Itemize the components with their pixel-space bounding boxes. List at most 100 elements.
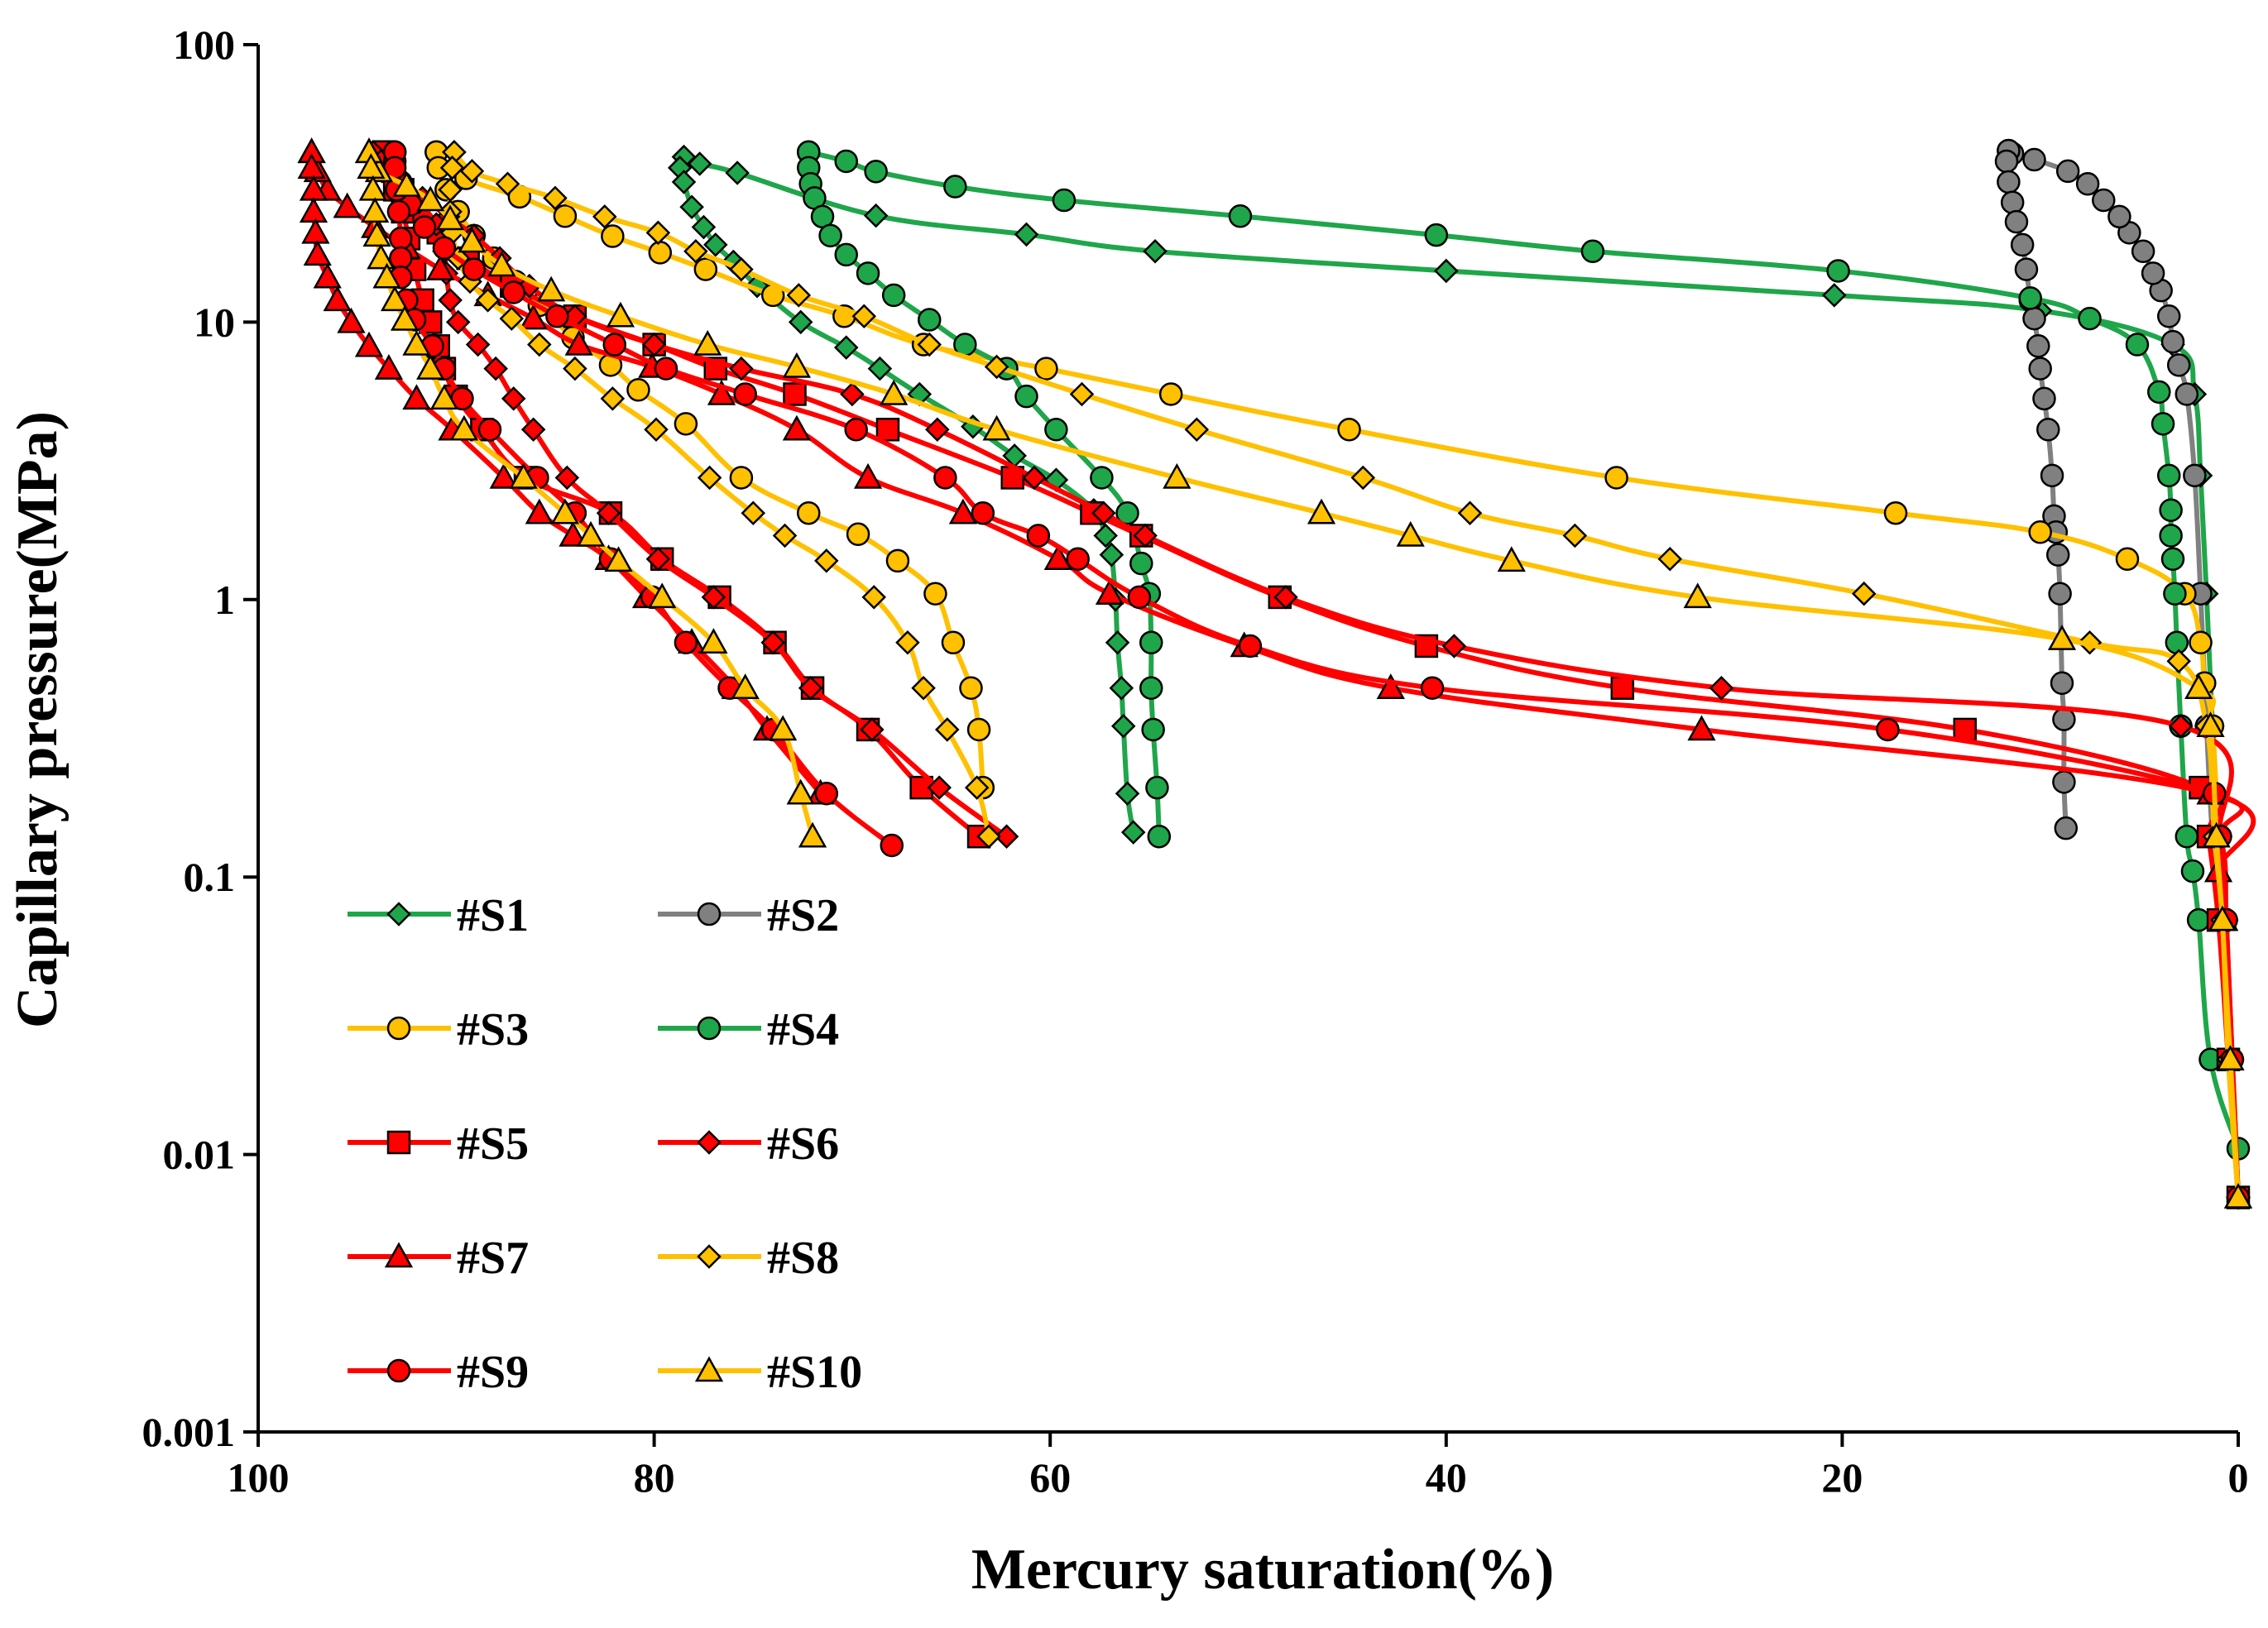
series-s3-point [729,466,754,490]
series-s4-point [917,308,942,332]
series-s4-point [2159,524,2183,548]
series-s4-point [2156,463,2181,488]
series-s3-point [923,582,947,606]
series-layer [297,137,2256,1210]
series-s8-point [1457,500,1483,526]
series-s9-point [1066,547,1090,572]
series-s10-point [429,384,459,410]
series-s2-point [2141,261,2165,285]
series-s7-point [782,414,812,441]
x-tick-label: 60 [1029,1454,1071,1501]
axes: 0.001 0.01 0.1 1 10 100 100 80 60 40 20 0 [142,22,2249,1501]
series-s9-point [545,304,569,328]
series-s9-point [412,215,437,239]
series-s4-point [2018,286,2042,310]
series-s4-point [1145,775,1169,800]
series-s8-point [772,523,798,548]
series-s7-point [525,498,554,524]
series-s4-point [1228,204,1253,228]
series-s2-point [2050,671,2074,696]
series-s8-point [459,159,485,184]
series-s10-point [372,262,401,289]
series-s10-intrusion-line [367,149,2241,1200]
series-s7-point [1095,579,1124,605]
series-s10-point [2047,625,2077,650]
series-s2-point [2036,418,2060,442]
series-s3-point [1337,418,1361,442]
series-s4-point [1044,418,1068,442]
series-s4-point [2165,630,2189,655]
series-s8-point [1562,523,1588,548]
series-s6-point [501,386,526,411]
series-s3-point [1158,382,1183,406]
series-s1-point [1115,781,1140,807]
series-s10-point [390,304,420,331]
series-s4-point [834,149,858,174]
series-s10-point [786,778,815,805]
series-s6-point [520,417,546,443]
series-s6-point [701,585,726,610]
series-s4-point [2151,412,2175,436]
series-s2-point [2048,582,2072,606]
legend-item-s4: #S4 [658,1004,839,1056]
series-s9-point [477,418,502,442]
series-s1-point [867,356,893,381]
series-s2-point [2131,239,2155,264]
legend-item-s1: #S1 [348,890,529,941]
series-s1-point [1093,523,1118,548]
series-s2-point [2004,209,2029,234]
series-s10-point [648,582,677,609]
legend-marker [386,1358,411,1383]
series-s6-point [994,824,1019,849]
series-s10-point [2196,711,2225,737]
series-s2-point [2075,172,2100,196]
series-s7-point [333,192,362,218]
series-s10-point [357,153,386,180]
series-s9-point [1420,676,1445,700]
series-s8-point [475,288,501,313]
series-s9-point [386,199,411,224]
series-s4-point [1115,500,1139,525]
series-s10-point [769,715,798,741]
legend-marker [386,1016,411,1041]
series-s4-point [2078,306,2102,331]
series-s4-point [2174,824,2199,849]
series-s1-point [703,232,728,257]
series-s4-point [818,223,842,248]
series-s2-point [2052,707,2076,731]
series-s10-point [487,251,516,277]
series-s10-point [604,546,633,572]
series-s10-point [358,175,387,201]
series-s10-point [782,352,812,378]
series-s10-point [537,275,566,302]
legend-label: #S9 [457,1347,529,1398]
series-s8-point [697,465,722,491]
series-s2-point [2040,463,2064,488]
series-s6-point [860,717,885,742]
series-s9-point [1238,634,1263,658]
series-s4-point [1139,676,1163,700]
series-s8-point [1184,417,1210,443]
series-s10-point [1396,520,1425,547]
series-s9-point [602,333,626,357]
series-s9-intrusion-line [391,149,2245,1200]
series-s4-point [943,175,967,199]
series-s4-point [1052,188,1076,213]
series-s7 [297,137,2256,1209]
series-s6-point [798,675,823,701]
series-s7-point [313,262,342,289]
series-s10-point [693,329,722,356]
series-s4-point [2125,333,2150,357]
series-s3-point [693,257,718,281]
series-s10 [354,137,2253,1209]
series-s10-point [416,185,445,212]
series-s7-point [301,218,330,244]
series-s6-point [596,500,621,526]
y-tick-label: 0.01 [163,1132,236,1178]
series-s3-point [846,522,870,547]
series-s1-point [788,309,813,335]
series-s3-point [626,378,650,402]
series-s1-point [1434,258,1459,284]
series-s8-point [600,386,626,411]
series-s6-point [729,356,754,381]
